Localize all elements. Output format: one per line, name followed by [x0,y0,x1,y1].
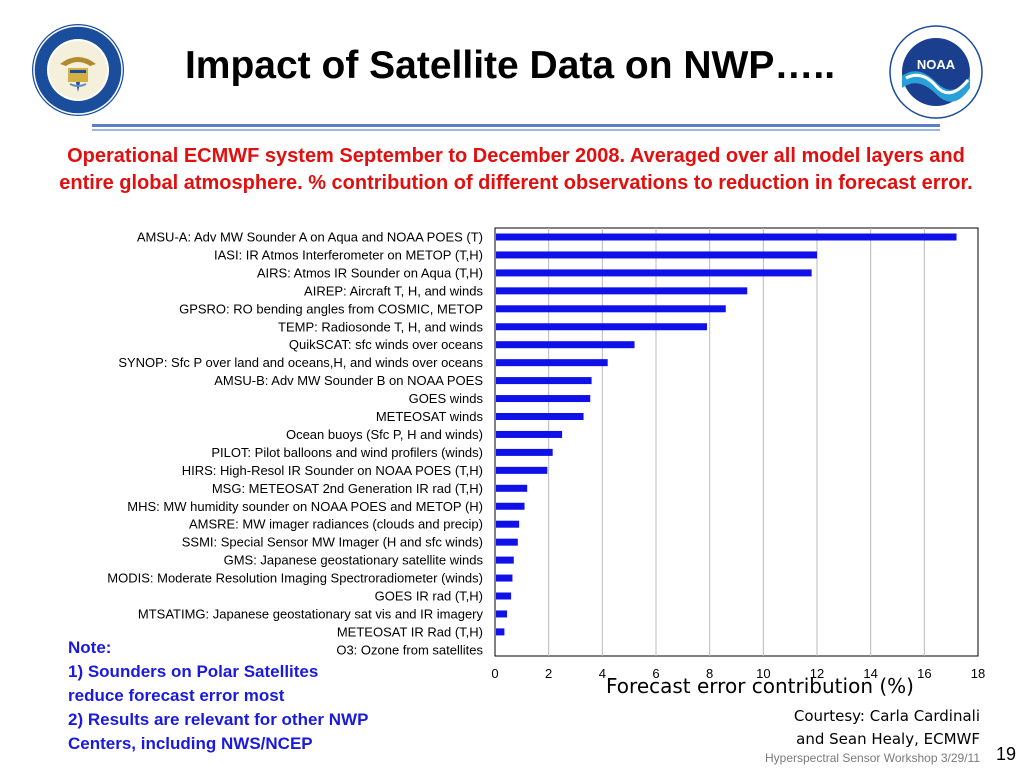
bar [496,305,726,313]
category-label: QuikSCAT: sfc winds over oceans [289,337,484,352]
category-label: AIRS: Atmos IR Sounder on Aqua (T,H) [257,265,483,280]
courtesy-line-2: and Sean Healy, ECMWF [796,730,980,748]
courtesy-text: Courtesy: Carla Cardinali and Sean Healy… [720,705,980,751]
bar [496,610,508,618]
category-label: GMS: Japanese geostationary satellite wi… [224,553,484,568]
bar [496,538,518,546]
bar [496,448,553,456]
category-label: AMSU-A: Adv MW Sounder A on Aqua and NOA… [137,230,483,245]
category-label: IASI: IR Atmos Interferometer on METOP (… [214,247,483,262]
courtesy-line-1: Courtesy: Carla Cardinali [793,707,980,725]
note-heading: Note: [68,638,112,657]
bar [496,413,584,420]
bar [496,251,817,259]
note-line-4: Centers, including NWS/NCEP [68,734,313,753]
bar [496,430,563,438]
bar [496,502,525,510]
slide-title: Impact of Satellite Data on NWP….. [184,44,836,87]
note-line-2: reduce forecast error most [68,686,285,705]
bar [496,395,591,403]
x-tick-label: 18 [971,666,985,681]
category-label: SSMI: Special Sensor MW Imager (H and sf… [182,535,483,550]
bar [496,484,528,492]
x-tick-label: 2 [545,666,552,681]
category-label: GOES winds [409,391,484,406]
x-tick-label: 16 [917,666,931,681]
header-divider-light [92,129,940,131]
note-block: Note: 1) Sounders on Polar Satellites re… [68,636,448,756]
noaa-text: NOAA [917,57,956,72]
bar [496,628,505,636]
category-label: TEMP: Radiosonde T, H, and winds [278,319,483,334]
bar [496,341,635,349]
category-label: AMSRE: MW imager radiances (clouds and p… [189,517,483,532]
x-tick-label: 14 [863,666,877,681]
category-label: MTSATIMG: Japanese geostationary sat vis… [138,606,484,621]
x-tick-label: 12 [810,666,824,681]
bar [496,287,748,295]
bar [496,359,608,367]
category-label: GOES IR rad (T,H) [375,589,483,604]
note-line-3: 2) Results are relevant for other NWP [68,710,369,729]
header-divider [92,124,940,127]
category-label: GPSRO: RO bending angles from COSMIC, ME… [179,301,483,316]
category-label: METEOSAT IR Rad (T,H) [337,624,483,639]
x-tick-label: 6 [652,666,659,681]
category-label: MHS: MW humidity sounder on NOAA POES an… [127,499,483,514]
bar [496,377,592,385]
category-label: MODIS: Moderate Resolution Imaging Spect… [107,571,483,586]
bar [496,323,707,331]
category-label: MSG: METEOSAT 2nd Generation IR rad (T,H… [212,481,483,496]
category-label: AIREP: Aircraft T, H, and winds [304,283,483,298]
footer-text: Hyperspectral Sensor Workshop 3/29/11 [765,751,980,765]
chart-subtitle: Operational ECMWF system September to De… [59,145,973,194]
x-tick-label: 10 [756,666,770,681]
note-line-1: 1) Sounders on Polar Satellites [68,662,319,681]
bar [496,520,520,528]
category-label: METEOSAT winds [376,409,484,424]
x-tick-label: 4 [599,666,606,681]
bar [496,269,812,277]
category-label: SYNOP: Sfc P over land and oceans,H, and… [118,355,483,370]
bar [496,574,513,582]
bar [496,592,512,600]
commerce-seal-icon [30,22,126,118]
bar [496,556,514,564]
noaa-logo-icon: NOAA [888,24,984,120]
plot-frame [494,227,979,657]
x-tick-label: 8 [706,666,713,681]
bar [496,233,957,241]
category-label: Ocean buoys (Sfc P, H and winds) [286,427,483,442]
category-label: O3: Ozone from satellites [336,642,483,657]
category-label: AMSU-B: Adv MW Sounder B on NOAA POES [214,373,483,388]
slide-number: 19 [995,744,1016,764]
category-label: HIRS: High-Resol IR Sounder on NOAA POES… [182,463,483,478]
x-tick-label: 0 [491,666,498,681]
category-label: PILOT: Pilot balloons and wind profilers… [211,445,483,460]
x-axis-label: Forecast error contribution (%) [606,674,914,698]
bar [496,466,548,474]
